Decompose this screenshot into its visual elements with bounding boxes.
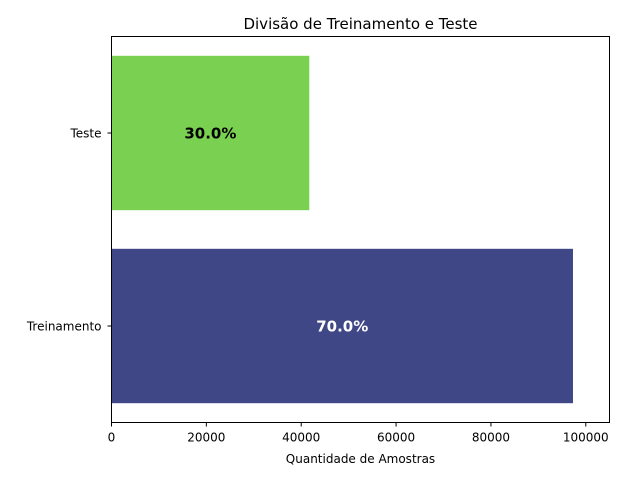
bar-labels-group: 70.0% 30.0% — [184, 125, 368, 336]
x-tick-label: 0 — [108, 431, 116, 445]
bar-label-treinamento: 70.0% — [316, 318, 368, 336]
bar-label-teste: 30.0% — [184, 125, 236, 143]
x-tick-label: 80000 — [472, 431, 510, 445]
x-tick-label: 60000 — [377, 431, 415, 445]
y-tick-label-teste: Teste — [69, 127, 101, 141]
x-tick-label: 100000 — [563, 431, 609, 445]
x-tick-label: 20000 — [187, 431, 225, 445]
x-axis: 0 20000 40000 60000 80000 100000 — [108, 422, 609, 445]
bars-group — [111, 55, 573, 404]
bar-teste — [111, 55, 310, 211]
bar-treinamento — [111, 248, 573, 404]
plot-frame — [111, 36, 610, 423]
y-tick-label-treinamento: Treinamento — [26, 320, 102, 334]
x-axis-label: Quantidade de Amostras — [286, 452, 435, 466]
chart-title: Divisão de Treinamento e Teste — [243, 15, 477, 33]
x-tick-label: 40000 — [282, 431, 320, 445]
y-axis: Treinamento Teste — [26, 127, 112, 334]
